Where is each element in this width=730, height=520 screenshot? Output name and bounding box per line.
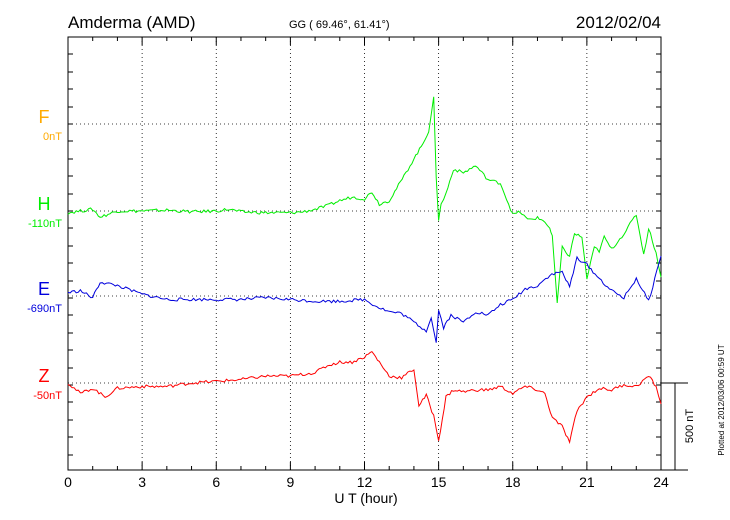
- series-lines: [67, 96, 662, 445]
- x-tick-label: 9: [286, 474, 294, 490]
- series-name-e: E: [38, 279, 50, 299]
- series-line-z: [67, 350, 662, 445]
- scale-bar-label: 500 nT: [684, 409, 696, 444]
- x-tick-label: 18: [505, 474, 521, 490]
- series-baseline-e: -690nT: [27, 303, 62, 315]
- series-line-h: [67, 96, 662, 304]
- x-tick-label: 21: [579, 474, 595, 490]
- series-name-f: F: [39, 107, 50, 127]
- x-tick-labels: 0 3 6 9 12 15 18 21 24: [64, 474, 669, 490]
- x-tick-label: 0: [64, 474, 72, 490]
- series-line-e: [67, 255, 662, 343]
- series-baseline-h: -110nT: [28, 218, 62, 230]
- series-baseline-z: -50nT: [33, 390, 62, 402]
- x-tick-label: 24: [653, 474, 669, 490]
- grid: [68, 37, 661, 470]
- series-labels: F 0nT H -110nT E -690nT Z -50nT: [27, 107, 62, 402]
- axis-ticks: [67, 36, 662, 470]
- x-tick-label: 3: [138, 474, 146, 490]
- x-tick-label: 12: [357, 474, 373, 490]
- x-tick-label: 6: [212, 474, 220, 490]
- station-title: Amderma (AMD): [68, 13, 196, 32]
- x-axis-label: U T (hour): [334, 490, 397, 506]
- plotted-timestamp: Plotted at 2012/03/06 00:59 UT: [717, 344, 726, 455]
- date-label: 2012/02/04: [576, 13, 661, 32]
- coordinates-label: GG ( 69.46°, 61.41°): [289, 19, 390, 31]
- series-baseline-f: 0nT: [43, 131, 62, 143]
- scale-bar: 500 nT: [661, 382, 696, 471]
- x-tick-label: 15: [431, 474, 447, 490]
- series-name-z: Z: [39, 366, 50, 386]
- series-name-h: H: [38, 194, 51, 214]
